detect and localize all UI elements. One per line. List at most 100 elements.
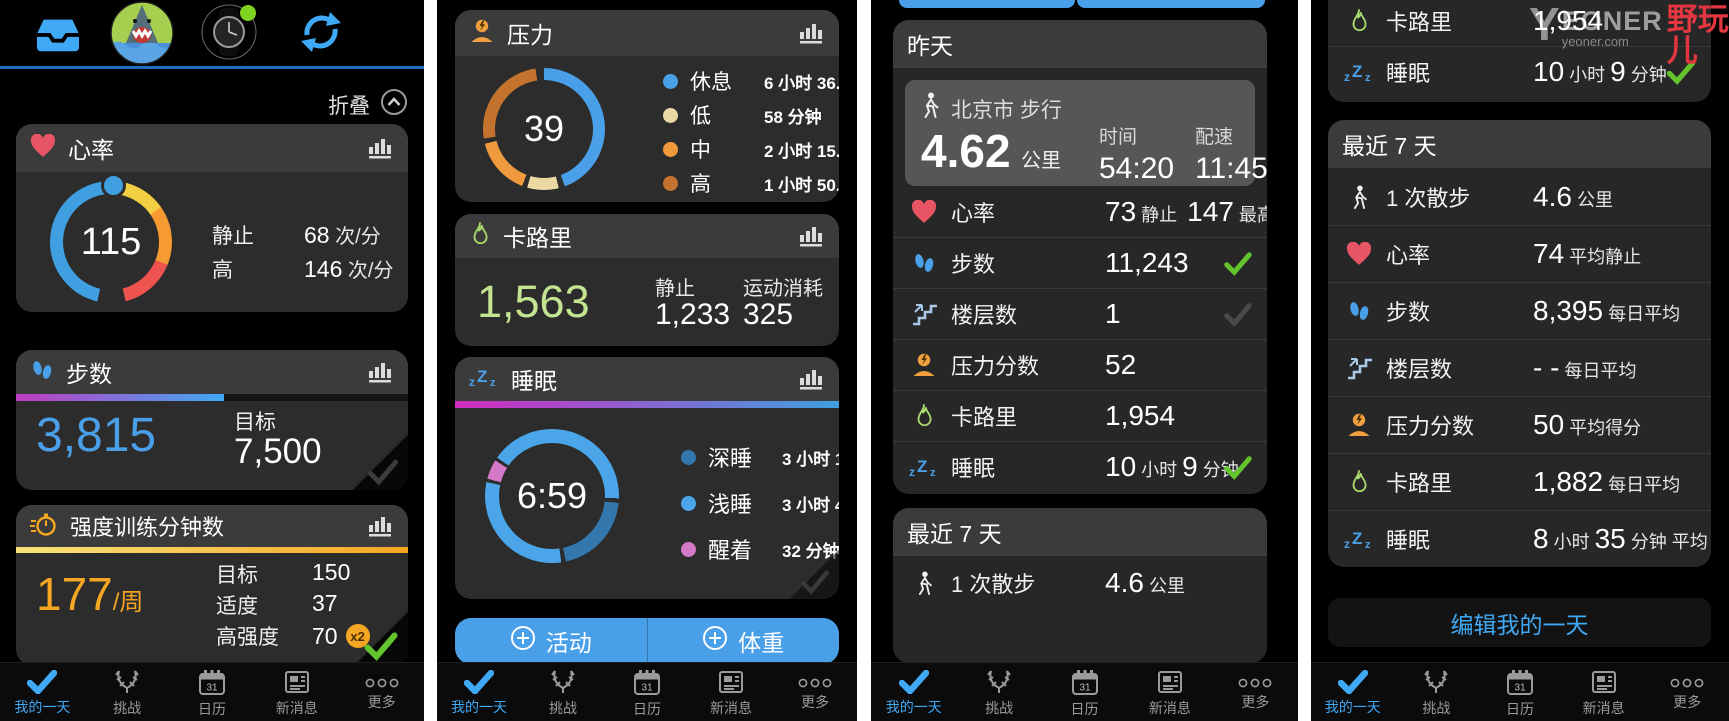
calories-row[interactable]: 卡路里 1,882 每日平均 — [1328, 453, 1711, 510]
heart-rate-value: 115 — [80, 220, 142, 263]
chevron-up-circle-icon[interactable] — [380, 88, 408, 121]
tab-challenges[interactable]: 挑战 — [85, 663, 170, 721]
tab-challenges[interactable]: 挑战 — [521, 663, 605, 721]
tab-calendar[interactable]: 31 日历 — [1042, 663, 1127, 721]
yesterday-card[interactable]: 昨天 北京市 步行 4.62 公里 时间 54:20 配速 11:45 — [893, 20, 1267, 494]
tab-calendar[interactable]: 31 日历 — [605, 663, 689, 721]
collapse-control[interactable]: 折叠 — [328, 88, 408, 121]
profile-avatar[interactable] — [110, 1, 174, 70]
calendar-icon: 31 — [633, 669, 661, 699]
tab-news[interactable]: 新消息 — [689, 663, 773, 721]
bar-chart-icon[interactable] — [799, 22, 825, 44]
stress-person-icon — [469, 18, 495, 49]
svg-text:Z: Z — [917, 457, 927, 476]
calories-row[interactable]: 卡路里 1,954 — [893, 390, 1267, 441]
svg-text:31: 31 — [641, 682, 653, 693]
tab-my-day[interactable]: 我的一天 — [871, 663, 956, 721]
add-activity-button[interactable]: 活动 — [455, 618, 647, 664]
tab-news[interactable]: 新消息 — [254, 663, 339, 721]
tab-more[interactable]: 更多 — [1645, 663, 1729, 721]
tab-more[interactable]: 更多 — [773, 663, 857, 721]
tab-bar: 我的一天 挑战 31 日历 新消息 更多 — [0, 662, 424, 721]
tab-news[interactable]: 新消息 — [1127, 663, 1212, 721]
bar-chart-icon[interactable] — [799, 225, 825, 247]
tab-my-day[interactable]: 我的一天 — [0, 663, 85, 721]
card-title: 强度训练分钟数 — [70, 515, 225, 540]
newspaper-icon — [717, 669, 745, 698]
walk-summary-row[interactable]: 1 次散步 4.6 公里 — [893, 556, 1267, 610]
steps-card-header[interactable]: 步数 — [16, 350, 408, 394]
steps-row[interactable]: 步数 11,243 — [893, 237, 1267, 288]
calories-card[interactable]: 卡路里 1,563 静止 1,233 运动消耗 325 — [455, 214, 839, 346]
flame-icon — [909, 403, 939, 429]
tab-challenges[interactable]: 挑战 — [1395, 663, 1479, 721]
quick-add-buttons: 活动 体重 — [455, 618, 839, 664]
floors-row[interactable]: 楼层数 - - 每日平均 — [1328, 339, 1711, 396]
svg-text:z: z — [930, 467, 936, 479]
intensity-minutes-card[interactable]: 强度训练分钟数 177/周 目标 150 适度 37 高强度 70 x2 — [16, 505, 408, 665]
legend-light: 浅睡3 小时 49... — [681, 487, 839, 519]
heart-rate-card-header[interactable]: 心率 — [16, 124, 408, 172]
heart-icon — [1344, 242, 1374, 266]
stress-score-row[interactable]: 压力分数 50 平均得分 — [1328, 396, 1711, 453]
recent-7-days-card[interactable]: 最近 7 天 1 次散步 4.6 公里 心率 74 平均静止 步数 8,395 … — [1328, 120, 1711, 567]
add-weight-button[interactable]: 体重 — [648, 618, 840, 664]
tab-calendar[interactable]: 31 日历 — [170, 663, 255, 721]
card-title: 卡路里 — [503, 225, 572, 251]
bar-chart-icon[interactable] — [368, 361, 394, 383]
stress-card-header[interactable]: 压力 — [455, 10, 839, 56]
bar-chart-icon[interactable] — [368, 515, 394, 537]
tab-challenges[interactable]: 挑战 — [956, 663, 1041, 721]
tab-more[interactable]: 更多 — [1213, 663, 1298, 721]
stress-card[interactable]: 压力 39 休息6 小时 36... 低58 分钟 中2 小时 15... 高1… — [455, 10, 839, 202]
sleep-gradient-bar — [455, 401, 839, 408]
heart-rate-row[interactable]: 心率 74 平均静止 — [1328, 225, 1711, 282]
heart-rate-row[interactable]: 心率 73 静止 147 最高 — [893, 186, 1267, 237]
tab-calendar[interactable]: 31 日历 — [1478, 663, 1562, 721]
inbox-icon[interactable] — [36, 14, 80, 59]
steps-card[interactable]: 步数 3,815 目标 7,500 — [16, 350, 408, 490]
svg-text:z: z — [1344, 537, 1350, 551]
floors-row[interactable]: 楼层数 1 — [893, 288, 1267, 339]
intensity-corner-check — [322, 605, 408, 665]
button-divider — [646, 618, 648, 664]
calendar-icon: 31 — [198, 669, 226, 699]
steps-row[interactable]: 步数 8,395 每日平均 — [1328, 282, 1711, 339]
recent-7-days-card[interactable]: 最近 7 天 1 次散步 4.6 公里 — [893, 508, 1267, 663]
heart-rate-card[interactable]: 心率 115 静止 68 次/分 高 146 次/分 — [16, 124, 408, 312]
sync-icon[interactable] — [298, 10, 344, 59]
sleep-card[interactable]: zZz 睡眠 6:59 深睡3 小时 10... 浅睡3 小时 49... 醒着… — [455, 357, 839, 599]
plus-circle-icon — [702, 625, 728, 657]
tab-more[interactable]: 更多 — [339, 663, 424, 721]
tab-my-day[interactable]: 我的一天 — [437, 663, 521, 721]
bar-chart-icon[interactable] — [799, 368, 825, 390]
laurel-icon — [984, 669, 1014, 698]
walk-summary-row[interactable]: 1 次散步 4.6 公里 — [1328, 168, 1711, 225]
edit-my-day-button[interactable]: 编辑我的一天 — [1328, 598, 1711, 647]
stress-score-row[interactable]: 压力分数 52 — [893, 339, 1267, 390]
tab-bar: 我的一天 挑战 31 日历 新消息 更多 — [871, 662, 1298, 721]
card-title: 压力 — [507, 22, 553, 48]
stat-label: 静止 — [212, 225, 254, 248]
intensity-card-header[interactable]: 强度训练分钟数 — [16, 505, 408, 547]
tab-my-day[interactable]: 我的一天 — [1311, 663, 1395, 721]
calories-card-header[interactable]: 卡路里 — [455, 214, 839, 258]
bar-chart-icon[interactable] — [368, 137, 394, 159]
check-icon — [463, 669, 495, 697]
flame-icon — [1344, 8, 1374, 34]
tab-news[interactable]: 新消息 — [1562, 663, 1646, 721]
steps-progress-track — [16, 394, 408, 401]
calories-row[interactable]: 卡路里 1,954 — [1328, 0, 1711, 46]
device-watch-icon[interactable] — [200, 3, 258, 66]
svg-text:z: z — [1365, 72, 1371, 84]
activity-summary-card[interactable]: 北京市 步行 4.62 公里 时间 54:20 配速 11:45 — [905, 80, 1267, 186]
